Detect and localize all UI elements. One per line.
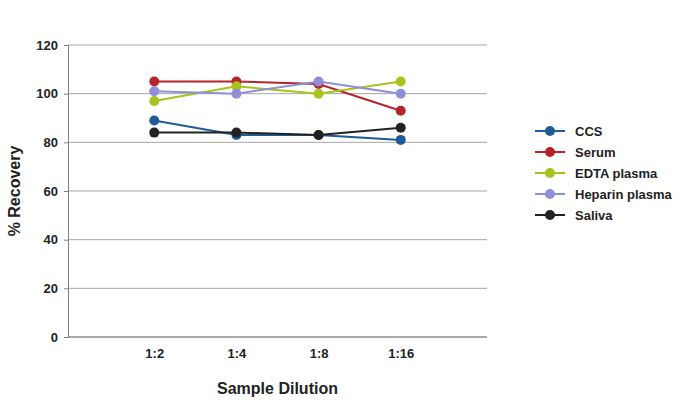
x-axis-line	[68, 337, 487, 338]
plot-marks	[149, 77, 405, 145]
series-point	[396, 123, 406, 133]
series-point	[314, 77, 324, 87]
series	[149, 77, 405, 99]
x-tick-label: 1:8	[310, 346, 329, 361]
grid-line	[68, 142, 487, 143]
grid-line	[68, 93, 487, 94]
series-point	[396, 89, 406, 99]
legend-item: EDTA plasma	[535, 166, 658, 181]
legend-label: Serum	[575, 145, 615, 160]
series-point	[314, 130, 324, 140]
series-point	[396, 135, 406, 145]
series-line	[154, 128, 400, 135]
x-tick: 1:16	[388, 337, 414, 361]
series	[149, 123, 405, 140]
y-tick: 100	[36, 86, 68, 101]
y-tick-label: 80	[44, 135, 58, 150]
grid-line	[68, 239, 487, 240]
legend-marker	[545, 147, 555, 157]
y-tick-mark	[64, 191, 68, 192]
y-tick-label: 0	[51, 330, 58, 345]
series	[149, 77, 405, 116]
legend-item: Heparin plasma	[535, 187, 673, 202]
y-tick-label: 120	[36, 38, 58, 53]
series-point	[149, 115, 159, 125]
y-tick-label: 60	[44, 184, 58, 199]
x-tick: 1:8	[310, 337, 329, 361]
y-tick-mark	[64, 337, 68, 338]
x-tick: 1:2	[145, 337, 164, 361]
legend-label: Saliva	[575, 208, 613, 223]
series-point	[149, 128, 159, 138]
legend-marker	[545, 126, 555, 136]
legend-item: Serum	[535, 145, 615, 160]
legend-item: Saliva	[535, 208, 613, 223]
grid-line	[68, 337, 487, 338]
series-line	[154, 82, 400, 111]
legend-label: CCS	[575, 124, 603, 139]
y-tick: 60	[44, 184, 68, 199]
grid-line	[68, 288, 487, 289]
series-point	[149, 86, 159, 96]
legend-label: EDTA plasma	[575, 166, 658, 181]
series-point	[314, 89, 324, 99]
grid-line	[68, 191, 487, 192]
x-axis: 1:2 1:4 1:8 1:16	[68, 337, 487, 361]
y-axis-line	[64, 46, 69, 338]
y-tick-label: 100	[36, 86, 58, 101]
legend-label: Heparin plasma	[575, 187, 673, 202]
y-axis: 0 20 40 60 80 100 120	[36, 38, 68, 345]
series-point	[149, 96, 159, 106]
y-tick-label: 20	[44, 281, 58, 296]
legend-item: CCS	[535, 124, 603, 139]
x-tick-label: 1:2	[145, 346, 164, 361]
y-tick-mark	[64, 45, 68, 46]
series	[149, 115, 405, 144]
y-tick: 120	[36, 38, 68, 53]
series-point	[314, 130, 324, 140]
x-tick: 1:4	[228, 337, 248, 361]
legend: CCS Serum EDTA plasma Heparin plasma Saliva	[535, 124, 673, 223]
x-tick-label: 1:16	[388, 346, 414, 361]
series-line	[154, 120, 400, 139]
x-tick-label: 1:4	[228, 346, 248, 361]
y-tick-mark	[64, 240, 68, 241]
y-tick-mark	[64, 94, 68, 95]
series-point	[231, 128, 241, 138]
legend-marker	[545, 168, 555, 178]
y-axis-title: % Recovery	[6, 146, 23, 237]
y-tick-mark	[64, 288, 68, 289]
grid	[68, 45, 487, 337]
series-point	[396, 106, 406, 116]
series-line	[154, 82, 400, 101]
series	[149, 77, 405, 106]
x-axis-title: Sample Dilution	[217, 380, 338, 397]
legend-marker	[545, 189, 555, 199]
legend-marker	[545, 210, 555, 220]
y-tick: 80	[44, 135, 68, 150]
y-tick: 40	[44, 232, 68, 247]
y-tick-mark	[64, 142, 68, 143]
grid-line	[68, 45, 487, 46]
series-point	[231, 89, 241, 99]
series-line	[154, 82, 400, 94]
series-point	[149, 77, 159, 87]
series-point	[396, 77, 406, 87]
y-tick: 0	[51, 330, 68, 345]
y-tick: 20	[44, 281, 68, 296]
y-tick-label: 40	[44, 232, 58, 247]
